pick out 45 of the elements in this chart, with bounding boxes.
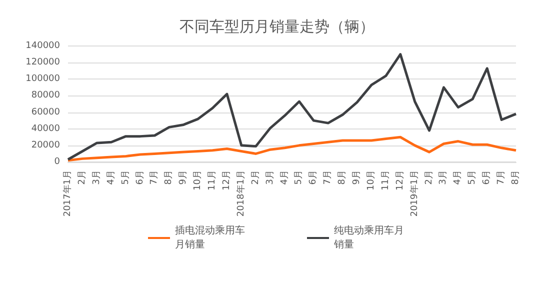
y-tick-label: 120000 (26, 58, 60, 68)
y-tick-label: 60000 (31, 107, 60, 118)
x-tick-label: 9月 (352, 170, 362, 185)
x-tick-label: 3月 (438, 170, 449, 185)
x-tick-label: 2月 (250, 170, 261, 185)
x-tick-label: 5月 (294, 170, 304, 185)
y-tick-label: 140000 (26, 41, 60, 51)
x-tick-label: 7月 (496, 170, 507, 185)
legend-label: 插电混动乘用车月销量 (175, 224, 245, 250)
x-tick-label: 6月 (308, 170, 319, 185)
x-tick-label: 5月 (120, 170, 131, 185)
x-tick-label: 3月 (92, 170, 102, 185)
x-tick-label: 9月 (178, 170, 189, 185)
x-tick-label: 6月 (135, 170, 146, 185)
y-tick-label: 40000 (31, 124, 60, 134)
x-tick-label: 4月 (280, 170, 290, 185)
y-tick-label: 80000 (31, 90, 60, 101)
x-tick-label: 5月 (468, 170, 478, 185)
x-tick-label: 6月 (482, 170, 492, 185)
x-tick-label: 12月 (222, 170, 232, 190)
y-tick-label: 0 (54, 157, 60, 167)
x-tick-label: 2019年1月 (408, 170, 420, 217)
y-tick-label: 20000 (31, 140, 60, 150)
x-tick-label: 2017年1月 (62, 170, 73, 217)
x-tick-label: 2月 (424, 170, 434, 185)
x-tick-label: 8月 (338, 170, 348, 185)
x-tick-label: 3月 (265, 170, 276, 185)
chart-title: 不同车型历月销量走势（辆） (180, 18, 374, 36)
x-tick-label: 11月 (208, 170, 218, 190)
x-tick-label: 12月 (395, 170, 406, 190)
x-tick-label: 10月 (193, 170, 204, 190)
line-series (66, 136, 518, 162)
x-tick-label: 10月 (366, 170, 376, 190)
x-tick-label: 2018年1月 (235, 170, 246, 217)
x-tick-label: 4月 (106, 170, 116, 185)
x-tick-label: 11月 (380, 170, 391, 190)
x-tick-label: 7月 (323, 170, 334, 185)
x-tick-label: 8月 (511, 170, 521, 185)
legend-label: 纯电动乘用车月销量 (333, 224, 404, 250)
x-tick-label: 7月 (150, 170, 160, 185)
x-tick-label: 4月 (453, 170, 464, 185)
x-tick-label: 8月 (164, 170, 174, 185)
y-tick-label: 100000 (26, 74, 60, 84)
line-series (66, 53, 518, 161)
x-tick-label: 2月 (77, 170, 88, 185)
